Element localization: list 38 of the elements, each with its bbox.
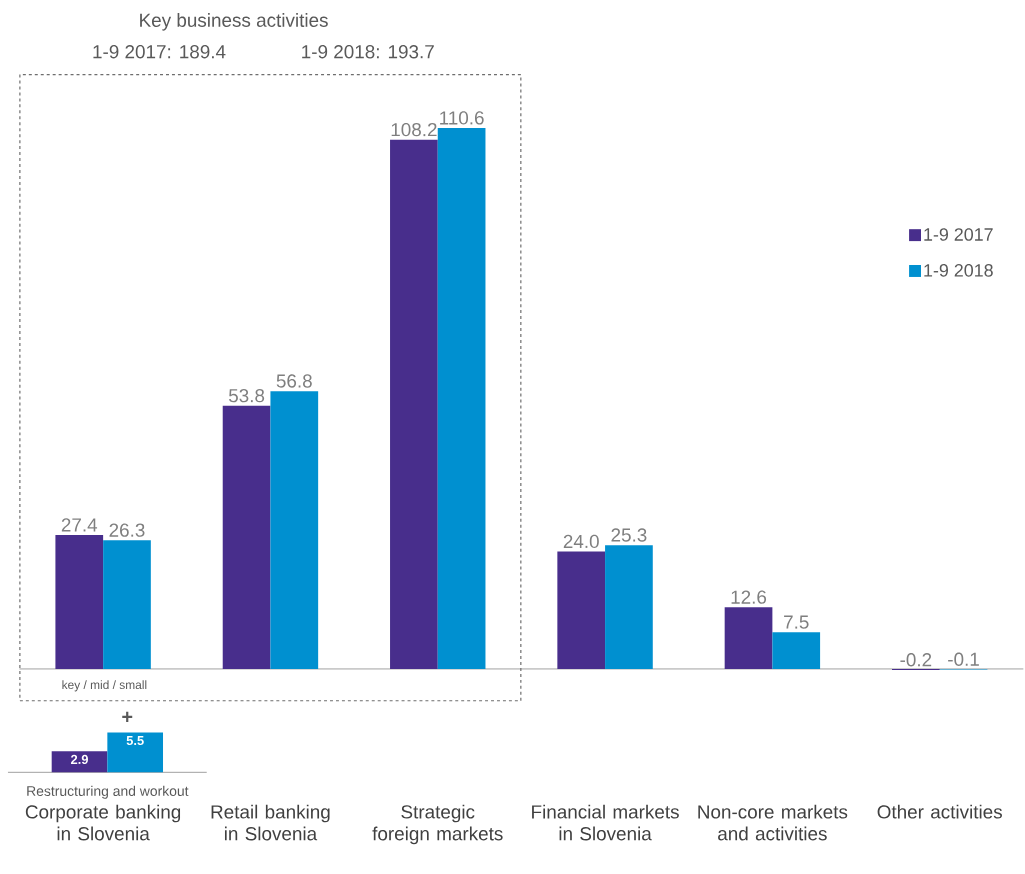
bar: [270, 391, 319, 670]
data-label: 110.6: [440, 111, 484, 125]
x-tick-label: Non-core markets and activities: [698, 804, 848, 841]
bar: [222, 406, 271, 670]
bar: [55, 535, 104, 670]
text: 1-9 2017: 189.4: [93, 45, 226, 59]
x-tick-label: Financial markets in Slovenia: [532, 804, 679, 841]
bar: [390, 139, 438, 670]
bar: [103, 540, 151, 670]
text: Key business activities: [140, 13, 328, 31]
legend-label: 1-9 2017: [924, 228, 993, 241]
bar: [557, 551, 606, 670]
data-label: 53.8: [228, 389, 265, 403]
x-axis-title: Restructuring and workout: [27, 785, 189, 799]
data-label: 12.6: [731, 590, 767, 604]
data-label: 5.5: [126, 736, 144, 746]
text: 1-9 2018: 193.7: [302, 45, 434, 59]
text: +: [122, 711, 133, 723]
data-label: 56.8: [276, 374, 312, 388]
data-label: 25.3: [611, 528, 647, 542]
data-label: -0.2: [900, 653, 932, 667]
x-tick-label: Other activities: [877, 804, 1002, 819]
bar: [437, 128, 486, 670]
text: key / mid / small: [62, 680, 147, 692]
bar: [724, 607, 773, 670]
data-label: 7.5: [784, 615, 809, 629]
x-tick-label: Strategic foreign markets: [372, 804, 503, 845]
x-tick-label: Corporate banking in Slovenia: [25, 804, 181, 841]
bar: [772, 632, 821, 670]
x-tick-label: Retail banking in Slovenia: [211, 804, 330, 841]
data-label: 2.9: [70, 755, 89, 765]
legend-label: 1-9 2018: [924, 264, 993, 277]
data-label: -0.1: [948, 652, 979, 667]
data-label: 27.4: [61, 518, 98, 532]
bar: [605, 545, 653, 670]
data-label: 108.2: [391, 123, 437, 137]
data-label: 24.0: [563, 534, 599, 549]
data-label: 26.3: [109, 523, 145, 537]
